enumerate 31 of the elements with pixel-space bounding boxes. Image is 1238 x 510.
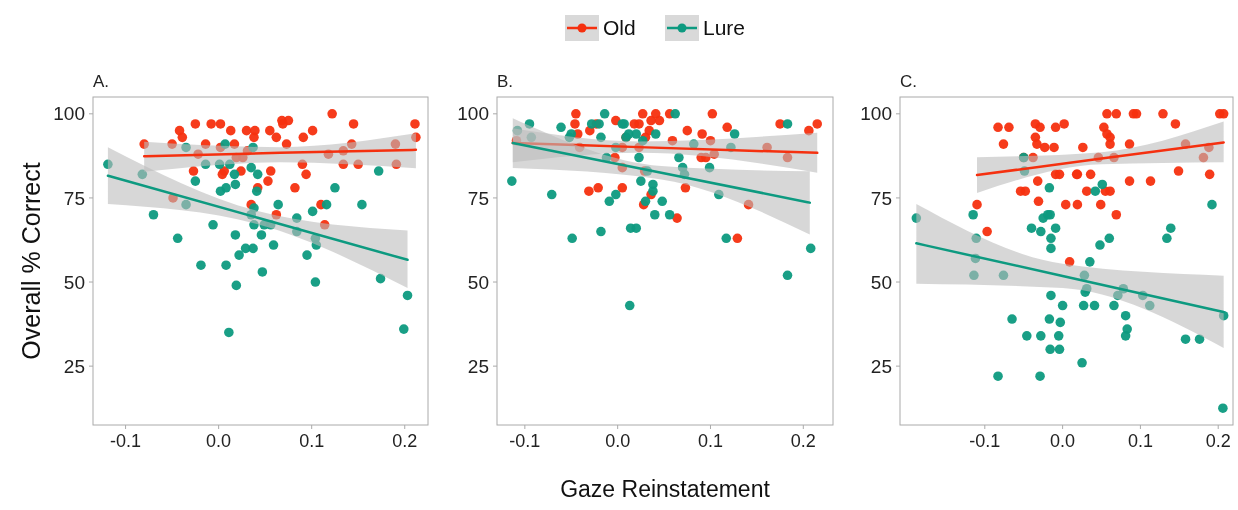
x-tick-label: 0.0 [206, 431, 232, 451]
x-tick-label: -0.1 [969, 431, 1001, 451]
y-tick-label: 25 [63, 355, 85, 377]
x-axis-title: Gaze Reinstatement [560, 476, 771, 502]
y-tick-label: 75 [63, 187, 85, 209]
x-tick-label: -0.1 [509, 431, 541, 451]
y-tick-label: 100 [53, 103, 85, 125]
x-tick-label: 0.1 [299, 431, 325, 451]
chart-title: A. [93, 72, 110, 91]
x-tick-label: 0.0 [605, 431, 631, 451]
y-axis-title: Overall % Correct [17, 162, 45, 360]
y-tick-label: 100 [457, 103, 489, 125]
x-tick-label: 0.0 [1050, 431, 1076, 451]
legend-label: Lure [703, 16, 746, 40]
y-tick-label: 25 [467, 355, 489, 377]
chart-title: B. [497, 72, 514, 91]
x-tick-label: 0.2 [392, 431, 418, 451]
x-tick-label: 0.1 [1127, 431, 1153, 451]
x-tick-label: 0.1 [697, 431, 723, 451]
y-tick-label: 50 [467, 271, 489, 293]
y-tick-label: 75 [467, 187, 489, 209]
x-tick-label: 0.2 [790, 431, 816, 451]
y-tick-label: 50 [870, 271, 892, 293]
legend-label: Old [603, 16, 636, 40]
chart-title: C. [900, 72, 917, 91]
y-tick-label: 100 [860, 103, 892, 125]
y-tick-label: 25 [870, 355, 892, 377]
x-tick-label: -0.1 [110, 431, 142, 451]
y-tick-label: 75 [870, 187, 892, 209]
x-tick-label: 0.2 [1205, 431, 1231, 451]
y-tick-label: 50 [63, 271, 85, 293]
